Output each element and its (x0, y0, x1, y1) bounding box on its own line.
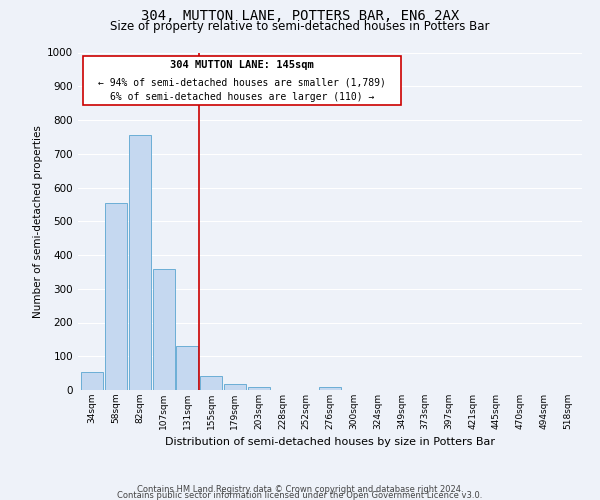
Bar (248, 386, 269, 390)
Text: 304, MUTTON LANE, POTTERS BAR, EN6 2AX: 304, MUTTON LANE, POTTERS BAR, EN6 2AX (141, 9, 459, 23)
Bar (152, 268, 175, 390)
Bar (224, 384, 246, 390)
FancyBboxPatch shape (83, 56, 401, 105)
Bar (105, 204, 127, 390)
Text: 304 MUTTON LANE: 145sqm: 304 MUTTON LANE: 145sqm (170, 60, 314, 70)
Text: Size of property relative to semi-detached houses in Potters Bar: Size of property relative to semi-detach… (110, 20, 490, 33)
Text: 6% of semi-detached houses are larger (110) →: 6% of semi-detached houses are larger (1… (110, 92, 374, 102)
Bar (200, 376, 222, 390)
Bar (319, 388, 341, 390)
Text: Contains HM Land Registry data © Crown copyright and database right 2024.: Contains HM Land Registry data © Crown c… (137, 484, 463, 494)
Bar (82, 372, 103, 390)
X-axis label: Distribution of semi-detached houses by size in Potters Bar: Distribution of semi-detached houses by … (165, 438, 495, 448)
Text: ← 94% of semi-detached houses are smaller (1,789): ← 94% of semi-detached houses are smalle… (98, 78, 386, 88)
Y-axis label: Number of semi-detached properties: Number of semi-detached properties (33, 125, 43, 318)
Text: Contains public sector information licensed under the Open Government Licence v3: Contains public sector information licen… (118, 490, 482, 500)
Bar (176, 346, 198, 390)
Bar (129, 134, 151, 390)
